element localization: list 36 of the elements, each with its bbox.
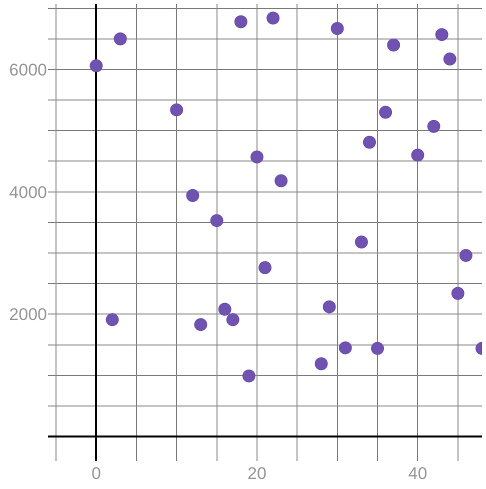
point [314, 357, 328, 370]
point [322, 300, 336, 314]
y-tick-label: 4000 [9, 182, 47, 202]
point [234, 15, 248, 28]
point [443, 52, 456, 66]
point [338, 341, 352, 354]
point [266, 12, 280, 25]
x-tick-label: 0 [91, 464, 101, 483]
point [114, 32, 127, 46]
point [242, 369, 256, 382]
point [427, 120, 440, 133]
point [210, 214, 224, 228]
point [90, 59, 103, 72]
x-tick-label: 20 [248, 464, 266, 483]
point [451, 286, 464, 300]
point [459, 248, 472, 262]
point [411, 148, 424, 162]
point [435, 28, 448, 42]
point [226, 313, 240, 326]
point [250, 150, 264, 164]
point [354, 235, 368, 248]
x-tick-label: 40 [408, 464, 428, 483]
point [371, 342, 384, 355]
point [387, 38, 400, 52]
point [194, 318, 208, 332]
point [258, 261, 272, 274]
y-tick-label: 2000 [9, 305, 47, 324]
point [170, 103, 184, 116]
point [379, 106, 392, 119]
point [218, 302, 232, 316]
point [186, 188, 200, 202]
y-tick-label: 6000 [9, 60, 47, 80]
point [330, 22, 344, 35]
point [106, 313, 119, 326]
point [362, 136, 376, 149]
point [274, 174, 288, 188]
